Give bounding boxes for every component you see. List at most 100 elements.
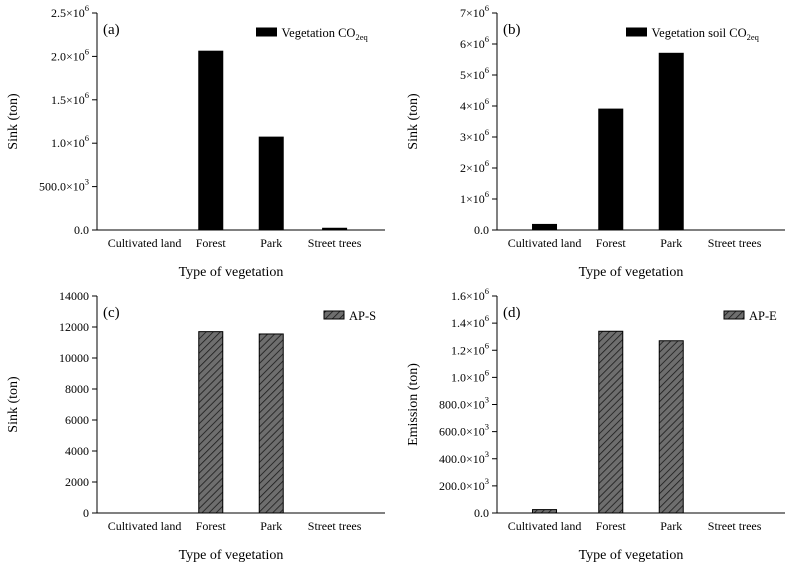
y-tick-label: 5×106 (460, 65, 489, 82)
y-tick-label: 6000 (65, 413, 89, 427)
y-tick-label: 7×106 (460, 3, 489, 20)
x-tick-label: Street trees (708, 519, 762, 533)
y-tick-label: 2×106 (460, 158, 489, 175)
y-tick-label: 8000 (65, 382, 89, 396)
y-tick-exponent: 6 (485, 34, 489, 44)
y-tick-label: 10000 (59, 351, 89, 365)
x-tick-label: Street trees (708, 236, 762, 250)
y-tick-label: 1.6×106 (451, 286, 489, 303)
panel-label: (a) (103, 22, 120, 38)
x-axis-title: Type of vegetation (579, 265, 684, 280)
y-tick-label: 0.0 (474, 506, 489, 520)
y-tick-exponent: 6 (485, 367, 489, 377)
x-tick-label: Cultivated land (508, 236, 582, 250)
y-tick-label: 4×106 (460, 96, 489, 113)
legend-label-subscript: 2eq (747, 32, 760, 42)
y-tick-exponent: 6 (485, 340, 489, 350)
y-tick-exponent: 6 (485, 65, 489, 75)
y-tick-exponent: 3 (85, 177, 89, 187)
y-tick-label: 1.5×106 (51, 90, 89, 107)
y-tick-label: 0 (83, 506, 89, 520)
y-tick-exponent: 6 (485, 3, 489, 13)
x-tick-label: Cultivated land (508, 519, 582, 533)
bar-forest (198, 50, 224, 231)
x-tick-label: Forest (196, 236, 227, 250)
y-tick-exponent: 6 (85, 133, 89, 143)
legend-label: AP-S (349, 309, 376, 323)
y-tick-label: 600.0×103 (439, 422, 489, 439)
y-tick-label: 2.0×106 (51, 46, 89, 63)
y-tick-exponent: 3 (485, 449, 489, 459)
panel-label: (d) (503, 305, 521, 321)
legend-label: AP-E (749, 309, 777, 323)
x-axis-title: Type of vegetation (179, 548, 284, 562)
legend-label: Vegetation CO2eq (282, 26, 369, 42)
bar-cultivated-land (532, 509, 558, 514)
bar-forest (598, 330, 624, 514)
x-tick-label: Park (260, 236, 282, 250)
legend-swatch (256, 27, 277, 37)
chart-panel-a: 0.0 500.0×103 1.0×106 1.5×106 2.0×106 2.5×106… (6, 3, 385, 280)
chart-panel-c: 0 2000 4000 6000 8000 10000 12000 14000 Cultivat… (6, 289, 385, 562)
y-tick-exponent: 6 (485, 189, 489, 199)
x-tick-label: Forest (596, 519, 627, 533)
y-tick-exponent: 3 (485, 422, 489, 432)
x-tick-label: Cultivated land (108, 236, 182, 250)
panel-label: (c) (103, 305, 120, 321)
y-tick-label: 1.4×106 (451, 313, 489, 330)
y-axis-title: Sink (ton) (406, 93, 421, 150)
x-tick-label: Cultivated land (108, 519, 182, 533)
panel-label: (b) (503, 22, 521, 38)
y-tick-exponent: 6 (485, 158, 489, 168)
bar-forest (198, 331, 224, 514)
y-tick-label: 500.0×103 (39, 177, 89, 194)
bar-park (258, 136, 284, 231)
y-tick-label: 1.2×106 (451, 340, 489, 357)
y-tick-exponent: 6 (485, 96, 489, 106)
x-axis-title: Type of vegetation (579, 548, 684, 562)
legend-swatch (626, 27, 647, 37)
y-tick-label: 12000 (59, 320, 89, 334)
chart-panel-d: 0.0 200.0×103 400.0×103 600.0×103 800.0×103 1… (406, 286, 785, 562)
x-axis-title: Type of vegetation (179, 265, 284, 280)
y-tick-label: 200.0×103 (439, 476, 489, 493)
y-tick-exponent: 6 (485, 313, 489, 323)
y-axis-title: Sink (ton) (6, 93, 21, 150)
y-tick-exponent: 3 (485, 395, 489, 405)
y-tick-label: 3×106 (460, 127, 489, 144)
y-tick-exponent: 3 (485, 476, 489, 486)
x-tick-label: Forest (196, 519, 227, 533)
legend-swatch (723, 310, 745, 320)
y-tick-exponent: 6 (85, 46, 89, 56)
bar-cultivated-land (532, 223, 558, 231)
y-axis-title: Emission (ton) (406, 363, 421, 446)
y-tick-label: 0.0 (74, 223, 89, 237)
y-tick-label: 1.0×106 (451, 367, 489, 384)
legend-swatch (323, 310, 345, 320)
x-tick-label: Park (660, 519, 682, 533)
bar-park (658, 340, 684, 514)
y-tick-label: 2.5×106 (51, 3, 89, 20)
legend-label-subscript: 2eq (355, 32, 368, 42)
x-tick-label: Street trees (308, 236, 362, 250)
x-tick-label: Forest (596, 236, 627, 250)
y-tick-label: 1.0×106 (51, 133, 89, 150)
x-tick-label: Park (660, 236, 682, 250)
y-tick-label: 800.0×103 (439, 395, 489, 412)
y-tick-exponent: 6 (485, 286, 489, 296)
legend-label: Vegetation soil CO2eq (652, 26, 760, 42)
y-axis-title: Sink (ton) (6, 376, 21, 433)
y-tick-exponent: 6 (85, 3, 89, 13)
y-tick-label: 400.0×103 (439, 449, 489, 466)
y-tick-label: 6×106 (460, 34, 489, 51)
x-tick-label: Park (260, 519, 282, 533)
bar-forest (598, 108, 624, 231)
bar-park (658, 52, 684, 231)
y-tick-label: 1×106 (460, 189, 489, 206)
y-tick-label: 14000 (59, 289, 89, 303)
y-tick-exponent: 6 (85, 90, 89, 100)
x-tick-label: Street trees (308, 519, 362, 533)
chart-panel-b: 0.0 1×106 2×106 3×106 4×106 5×106 6×106 7×106 Cu… (406, 3, 785, 280)
y-tick-label: 4000 (65, 444, 89, 458)
